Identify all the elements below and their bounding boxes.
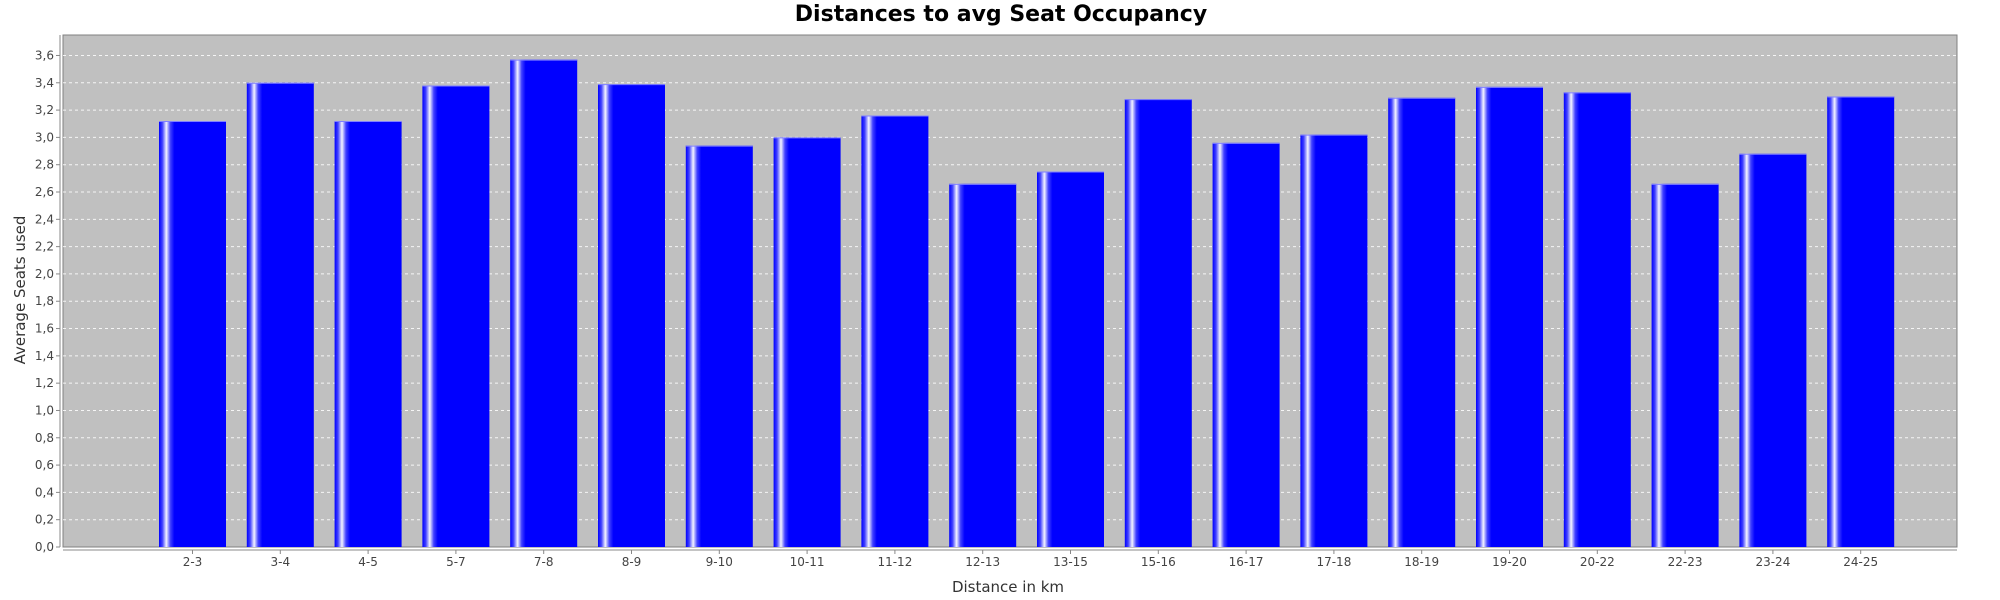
y-axis-label: Average Seats used — [11, 216, 29, 365]
x-tick-label: 8-9 — [622, 555, 642, 569]
y-tick-label: 3,4 — [35, 76, 54, 90]
bar — [1827, 96, 1895, 547]
y-tick-label: 2,8 — [35, 158, 54, 172]
bar — [1300, 134, 1368, 548]
bars — [159, 59, 1895, 548]
y-axis: 0,0 0,2 0,4 0,6 0,8 1,0 1,2 1,4 1,6 1,8 2,0 2,2 2,4 2… — [35, 35, 61, 554]
bar — [1651, 183, 1719, 547]
x-tick-label: 3-4 — [270, 555, 290, 569]
y-tick-label: 1,6 — [35, 322, 54, 336]
bar — [685, 145, 753, 548]
x-tick-label: 23-24 — [1755, 555, 1790, 569]
x-tick-label: 17-18 — [1316, 555, 1351, 569]
y-tick-label: 0,2 — [35, 513, 54, 527]
x-tick-label: 12-13 — [965, 555, 1000, 569]
bar — [861, 115, 929, 548]
bar — [949, 183, 1017, 547]
grid-lines — [63, 54, 1957, 521]
y-tick-label: 2,0 — [35, 267, 54, 281]
bar — [246, 82, 314, 547]
y-tick-label: 1,4 — [35, 349, 54, 363]
x-tick-label: 2-3 — [183, 555, 203, 569]
y-tick-label: 2,6 — [35, 185, 54, 199]
bar — [1388, 97, 1456, 548]
y-tick-label: 3,6 — [35, 48, 54, 62]
chart-title: Distances to avg Seat Occupancy — [795, 2, 1207, 27]
x-tick-label: 7-8 — [534, 555, 554, 569]
x-tick-label: 19-20 — [1492, 555, 1527, 569]
x-tick-label: 13-15 — [1053, 555, 1088, 569]
x-tick-label: 16-17 — [1229, 555, 1264, 569]
x-axis: 2-3 3-4 4-5 5-7 7-8 8-9 9-10 10-11 11-12 12-13 13-… — [63, 549, 1957, 569]
y-tick-label: 1,0 — [35, 403, 54, 417]
x-axis-label: Distance in km — [952, 578, 1064, 596]
x-tick-label: 18-19 — [1404, 555, 1439, 569]
x-tick-label: 9-10 — [706, 555, 733, 569]
y-tick-label: 1,2 — [35, 376, 54, 390]
bar — [598, 84, 665, 547]
x-tick-label: 4-5 — [358, 555, 378, 569]
y-tick-label: 2,2 — [35, 240, 54, 254]
y-tick-label: 3,2 — [35, 103, 54, 117]
bar — [510, 59, 578, 548]
y-tick-label: 0,6 — [35, 458, 54, 472]
x-tick-label: 22-23 — [1668, 555, 1703, 569]
bar — [773, 137, 841, 547]
x-tick-label: 5-7 — [446, 555, 466, 569]
y-tick-label: 1,8 — [35, 294, 54, 308]
y-tick-label: 3,0 — [35, 130, 54, 144]
x-tick-label: 15-16 — [1141, 555, 1176, 569]
bar — [1739, 153, 1807, 547]
y-tick-label: 0,4 — [35, 485, 54, 499]
x-tick-label: 24-25 — [1843, 555, 1878, 569]
y-tick-label: 2,4 — [35, 212, 54, 226]
bar — [1124, 99, 1192, 548]
bar — [1476, 86, 1543, 548]
bar — [1037, 171, 1104, 548]
y-tick-label: 0,8 — [35, 431, 54, 445]
bar — [334, 121, 402, 548]
y-tick-label: 0,0 — [35, 540, 54, 554]
bar — [159, 121, 226, 548]
bar — [1212, 142, 1280, 547]
x-tick-label: 10-11 — [790, 555, 825, 569]
x-tick-label: 20-22 — [1580, 555, 1615, 569]
x-tick-label: 11-12 — [877, 555, 912, 569]
bar — [1563, 92, 1631, 548]
bar — [422, 85, 490, 547]
